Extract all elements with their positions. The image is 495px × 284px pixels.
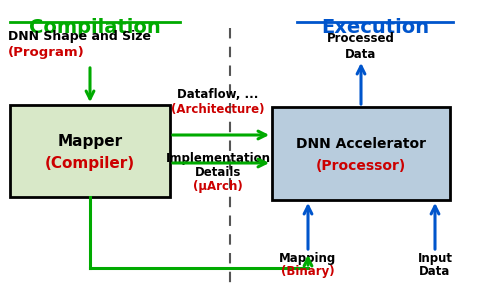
Text: DNN Shape and Size: DNN Shape and Size <box>8 30 151 43</box>
Text: Implementation: Implementation <box>165 152 270 165</box>
Text: (μArch): (μArch) <box>193 180 243 193</box>
Text: Details: Details <box>195 166 241 179</box>
Text: (Compiler): (Compiler) <box>45 156 135 170</box>
Text: DNN Accelerator: DNN Accelerator <box>296 137 426 151</box>
Text: Mapping: Mapping <box>279 252 337 265</box>
Text: (Processor): (Processor) <box>316 158 406 172</box>
Text: Data: Data <box>419 265 450 278</box>
Text: Input: Input <box>417 252 452 265</box>
Text: Mapper: Mapper <box>57 133 123 149</box>
FancyBboxPatch shape <box>272 107 450 200</box>
Text: Compilation: Compilation <box>29 18 161 37</box>
Text: (Architecture): (Architecture) <box>171 103 265 116</box>
Text: Data: Data <box>346 48 377 61</box>
FancyBboxPatch shape <box>10 105 170 197</box>
Text: Dataflow, ...: Dataflow, ... <box>177 88 259 101</box>
Text: Execution: Execution <box>321 18 429 37</box>
Text: (Binary): (Binary) <box>281 265 335 278</box>
Text: Processed: Processed <box>327 32 395 45</box>
Text: (Program): (Program) <box>8 46 85 59</box>
